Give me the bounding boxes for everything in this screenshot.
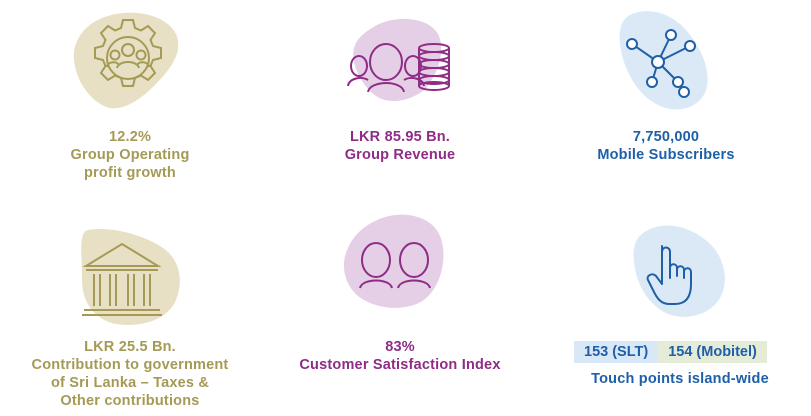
operating-profit-caption: 12.2% Group Operating profit growth xyxy=(40,128,220,182)
group-revenue-value: LKR 85.95 Bn. xyxy=(349,129,451,145)
government-contribution-value: LKR 25.5 Bn. xyxy=(84,339,176,355)
network-nodes-icon xyxy=(612,8,722,118)
touch-points-label: Touch points island-wide xyxy=(591,371,769,387)
mobile-subscribers-caption: 7,750,000 Mobile Subscribers xyxy=(576,128,756,164)
group-revenue-label: Group Revenue xyxy=(344,147,456,163)
two-people-icon xyxy=(342,212,452,312)
operating-profit-value: 12.2% xyxy=(108,129,152,145)
mobile-subscribers-value: 7,750,000 xyxy=(632,129,700,145)
people-coins-icon xyxy=(342,14,462,104)
customer-satisfaction-label: Customer Satisfaction Index xyxy=(299,357,501,373)
government-contribution-caption: LKR 25.5 Bn. Contribution to government … xyxy=(20,338,240,410)
government-contribution-label-line3: Other contributions xyxy=(60,393,200,409)
touch-points-caption: Touch points island-wide xyxy=(566,370,794,388)
pointing-hand-icon xyxy=(630,222,730,322)
government-contribution-label-line2: of Sri Lanka – Taxes & xyxy=(50,375,210,391)
gear-people-icon xyxy=(70,10,182,110)
government-building-icon xyxy=(80,226,190,326)
group-revenue-caption: LKR 85.95 Bn. Group Revenue xyxy=(310,128,490,164)
slt-touch-points-badge: 153 (SLT) xyxy=(574,341,659,363)
mobile-subscribers-label: Mobile Subscribers xyxy=(597,147,735,163)
operating-profit-label-line2: profit growth xyxy=(84,165,176,181)
operating-profit-label-line1: Group Operating xyxy=(70,147,190,163)
government-contribution-label-line1: Contribution to government xyxy=(31,357,229,373)
customer-satisfaction-value: 83% xyxy=(385,339,415,355)
touch-points-badges: 153 (SLT) 154 (Mobitel) xyxy=(574,341,767,363)
mobitel-touch-points-badge: 154 (Mobitel) xyxy=(658,341,767,363)
customer-satisfaction-caption: 83% Customer Satisfaction Index xyxy=(270,338,530,374)
